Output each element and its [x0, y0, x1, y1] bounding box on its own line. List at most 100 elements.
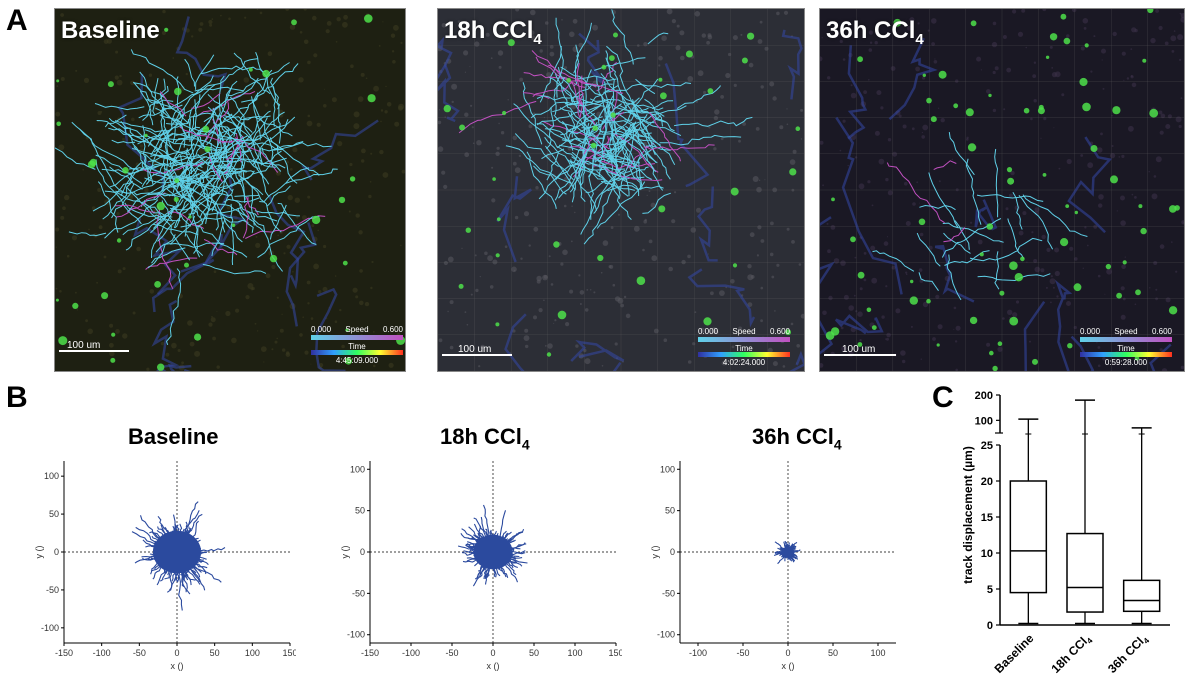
speckle — [438, 338, 443, 343]
speckle — [520, 257, 523, 260]
speckle — [370, 152, 373, 155]
scale-label: 100 um — [458, 344, 492, 355]
cell-track — [111, 183, 135, 219]
speckle — [650, 202, 656, 208]
speckle — [757, 225, 762, 230]
speckle — [876, 90, 882, 96]
speckle — [1086, 244, 1089, 247]
cell-track — [153, 223, 199, 236]
speckle — [643, 42, 648, 47]
cell-track — [195, 54, 215, 90]
speckle — [850, 84, 853, 87]
speckle — [553, 322, 555, 324]
speckle — [378, 45, 381, 47]
speckle — [977, 239, 983, 245]
speckle — [60, 13, 64, 17]
speckle — [642, 248, 645, 252]
speckle — [359, 269, 363, 273]
cell-track — [270, 77, 282, 144]
fluorescent-cell — [986, 223, 994, 230]
speckle — [887, 190, 893, 196]
speckle — [533, 226, 539, 232]
cell-track — [948, 132, 975, 176]
vessel — [175, 16, 228, 90]
speckle — [1179, 12, 1182, 15]
speckle — [277, 234, 280, 237]
speckle — [364, 301, 370, 307]
cell-track — [533, 165, 567, 195]
fluorescent-cell — [194, 333, 202, 341]
cell-track — [155, 154, 183, 164]
fluorescent-cell — [349, 176, 356, 182]
fluorescent-cell — [831, 197, 835, 202]
cell-track — [236, 125, 270, 185]
speckle — [497, 50, 504, 56]
cell-track — [919, 204, 956, 211]
speckle — [955, 368, 958, 371]
speckle — [386, 102, 392, 107]
speckle — [617, 213, 621, 216]
speckle — [518, 154, 522, 158]
speckle — [714, 109, 720, 115]
speckle — [310, 317, 314, 320]
fluorescent-cell — [592, 125, 598, 131]
speckle — [469, 66, 471, 68]
speckle — [256, 9, 259, 11]
fluorescent-cell — [1049, 33, 1058, 41]
speckle — [491, 166, 494, 169]
cell-track — [202, 263, 267, 275]
speckle — [199, 148, 205, 155]
fluorescent-cell — [1147, 9, 1154, 14]
cell-track — [596, 181, 646, 229]
speckle — [1155, 9, 1159, 13]
cell-track — [241, 63, 299, 103]
speckle — [690, 227, 697, 233]
speckle — [302, 316, 304, 319]
x-tick-label: -100 — [689, 648, 707, 658]
speckle — [976, 56, 982, 62]
speckle — [478, 365, 481, 368]
speckle — [357, 96, 364, 102]
speckle — [1158, 110, 1163, 115]
panel-letter-b: B — [6, 381, 28, 414]
speckle — [263, 361, 265, 363]
speckle — [451, 83, 458, 90]
speckle — [244, 16, 247, 19]
speckle — [58, 144, 65, 151]
speckle — [1054, 270, 1060, 277]
speckle — [919, 202, 921, 204]
speckle — [306, 280, 311, 285]
cell-track — [212, 122, 237, 135]
speckle — [776, 263, 780, 267]
speckle — [839, 149, 842, 152]
fluorescent-cell — [338, 196, 346, 204]
time-colorbar — [1080, 352, 1172, 357]
fluorescent-cell — [465, 227, 471, 233]
trajectory-title-36h: 36h CCl4 — [752, 424, 842, 453]
cell-track — [933, 160, 957, 171]
speckle — [1025, 46, 1028, 49]
cell-track — [544, 128, 598, 147]
speckle — [854, 156, 858, 159]
speckle — [332, 169, 335, 172]
speckle — [361, 148, 366, 154]
fluorescent-cell — [1122, 260, 1127, 265]
y-axis-label: y () — [34, 546, 44, 559]
speckle — [731, 345, 735, 349]
speckle — [820, 363, 824, 368]
speckle — [392, 60, 396, 64]
speckle — [886, 332, 891, 338]
speckle — [725, 72, 731, 79]
speckle — [511, 266, 517, 273]
fluorescent-cell — [953, 103, 959, 109]
speckle — [401, 169, 405, 174]
micrograph-tracks — [438, 9, 804, 371]
speckle — [904, 181, 908, 186]
cell-track — [79, 128, 126, 194]
cell-track — [886, 162, 945, 224]
fluorescent-cell — [795, 126, 801, 131]
speckle — [561, 19, 563, 21]
speckle — [1056, 295, 1059, 298]
speckle — [1033, 61, 1037, 64]
cell-track — [234, 194, 260, 197]
